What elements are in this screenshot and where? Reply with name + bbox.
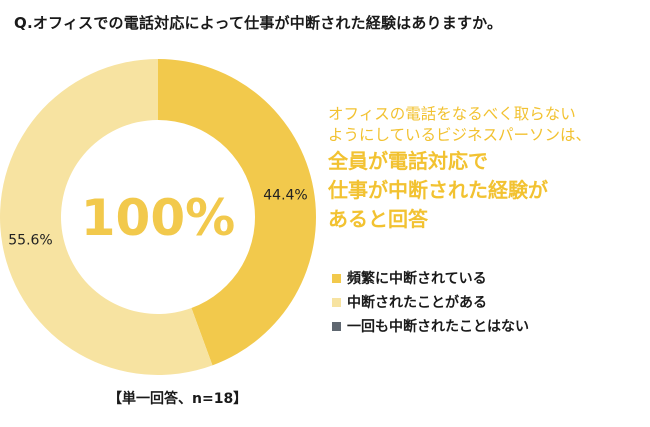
legend-item: 頻繁に中断されている: [332, 266, 529, 290]
legend-item: 中断されたことがある: [332, 290, 529, 314]
sample-size-note: 【単一回答、n=18】: [108, 391, 248, 407]
value-label-sometimes: 55.6%: [8, 233, 52, 249]
legend-item: 一回も中断されたことはない: [332, 314, 529, 338]
callout-text: オフィスの電話をなるべく取らない ようにしているビジネスパーソンは、 全員が電話…: [328, 104, 646, 233]
donut-slice-sometimes: [0, 59, 213, 375]
legend-swatch-sometimes: [332, 297, 341, 307]
donut-chart: 100% 44.4% 55.6%: [0, 59, 316, 375]
value-label-frequent: 44.4%: [263, 187, 307, 203]
callout-line-1: オフィスの電話をなるべく取らない: [328, 105, 576, 123]
legend-label-never: 一回も中断されたことはない: [347, 319, 529, 335]
callout-line-2: ようにしているビジネスパーソンは、: [328, 126, 592, 144]
legend-swatch-never: [332, 321, 341, 331]
legend-label-sometimes: 中断されたことがある: [347, 295, 487, 311]
chart-legend: 頻繁に中断されている 中断されたことがある 一回も中断されたことはない: [332, 266, 529, 338]
callout-line-4: 仕事が中断された経験が: [328, 178, 548, 202]
donut-slice-frequent: [158, 59, 316, 366]
center-total-label: 100%: [81, 189, 235, 247]
legend-label-frequent: 頻繁に中断されている: [347, 271, 487, 287]
survey-question: Q.オフィスでの電話対応によって仕事が中断された経験はありますか。: [14, 14, 503, 32]
callout-line-3: 全員が電話対応で: [328, 149, 488, 173]
callout-line-5: あると回答: [328, 207, 428, 231]
legend-swatch-frequent: [332, 273, 341, 283]
